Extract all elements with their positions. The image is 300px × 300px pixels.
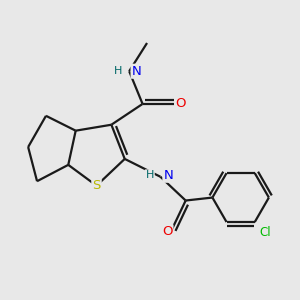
Text: S: S <box>92 179 101 192</box>
Text: O: O <box>175 98 186 110</box>
Text: H: H <box>114 66 123 76</box>
Text: N: N <box>132 65 141 78</box>
Text: O: O <box>162 225 172 238</box>
Text: H: H <box>146 170 154 180</box>
Text: Cl: Cl <box>259 226 271 238</box>
Text: N: N <box>164 169 173 182</box>
